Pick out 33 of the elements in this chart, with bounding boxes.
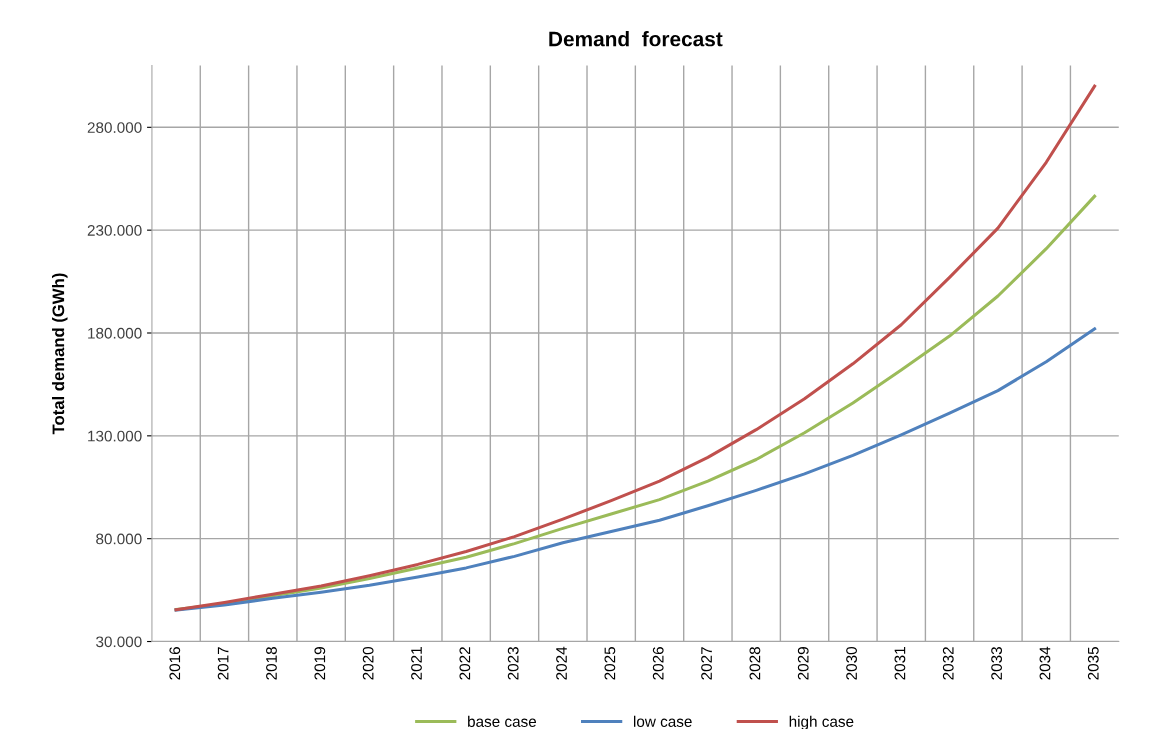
legend-label: high case (789, 715, 854, 729)
x-tick-label: 2016 (169, 647, 181, 680)
x-tick-label: 2025 (604, 647, 616, 680)
x-tick-label: 2017 (217, 647, 229, 680)
x-tick-label: 2033 (991, 647, 1003, 680)
y-tick-label: 80.000 (96, 533, 142, 545)
x-tick-label: 2031 (894, 647, 906, 680)
x-tick-label: 2030 (846, 646, 857, 680)
x-tick-label: 2027 (701, 647, 712, 680)
x-tick-label: 2018 (266, 647, 277, 680)
x-tick-label: 2026 (652, 647, 664, 680)
x-tick-label: 2023 (507, 647, 519, 680)
x-tick-label: 2024 (556, 646, 567, 680)
x-tick-label: 2022 (459, 647, 471, 680)
x-tick-label: 2029 (797, 647, 809, 680)
x-tick-label: 2021 (411, 647, 422, 680)
y-axis-title: Total demand (GWh) (52, 273, 68, 435)
x-tick-label: 2035 (1087, 647, 1099, 680)
line-series (174, 84, 1097, 612)
x-tick-label: 2028 (749, 647, 761, 680)
x-tick-label: 2020 (362, 646, 374, 680)
legend-label: low case (633, 715, 692, 727)
chart-title: Demand forecast (549, 31, 723, 47)
y-tick-label: 130.000 (88, 430, 142, 442)
y-tick-label: 180.000 (88, 327, 142, 339)
y-tick-label: 230.000 (87, 225, 142, 236)
x-tick-label: 2019 (314, 647, 326, 680)
legend-label: base case (468, 715, 537, 727)
x-tick-label: 2032 (942, 647, 954, 680)
y-tick-label: 30.000 (96, 636, 142, 648)
y-tick-label: 280.000 (87, 122, 142, 133)
x-tick-label: 2034 (1039, 646, 1051, 680)
line-series (174, 327, 1097, 612)
